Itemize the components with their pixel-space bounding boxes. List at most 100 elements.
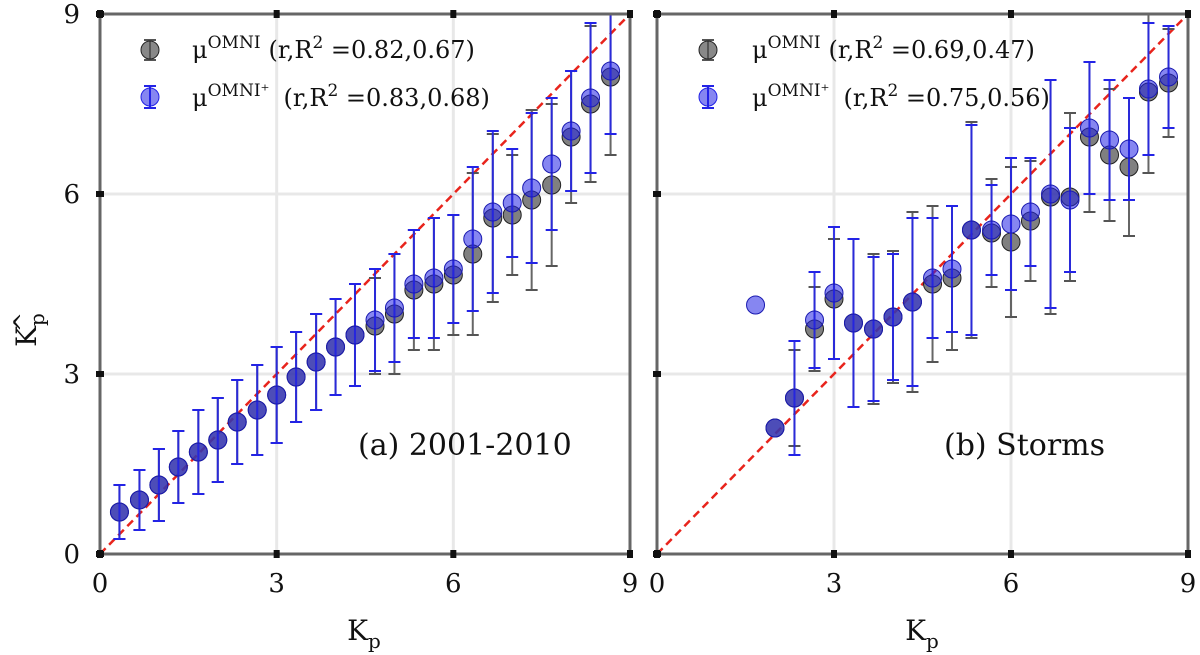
reference-diagonal-b (657, 14, 1188, 554)
data-point-a-s1-13 (365, 310, 385, 330)
reference-line-b (657, 14, 1188, 554)
legend-b-marker-0 (698, 39, 718, 61)
data-point-b-s1-8 (902, 292, 922, 312)
legend-a-entry-1-sup: OMNI⁺ (208, 81, 270, 101)
x-tick-label-a-3: 9 (622, 569, 639, 599)
legend-b-entry-1-name: μ (752, 84, 768, 112)
data-point-a-s1-6 (227, 412, 247, 432)
legend-a: μOMNI (r,R2 =0.82,0.67) μOMNI⁺ (r,R2 =0.83… (140, 33, 490, 112)
data-point-b-s1-13 (1001, 214, 1021, 234)
data-point-a-s1-10 (306, 352, 326, 372)
legend-b-entry-0-sup: OMNI (768, 33, 821, 53)
data-point-a-s1-21 (522, 178, 542, 198)
data-point-b-s1-16 (1060, 190, 1080, 210)
legend-b-entry-0: μOMNI (r,R2 =0.69,0.47) (752, 33, 1035, 64)
legend-a-entry-1-stats-sup: 2 (327, 81, 338, 101)
data-point-a-s1-14 (384, 298, 404, 318)
x-axis-label-a-sub: p (368, 629, 381, 653)
legend-b-entry-1-stats: (r,R (844, 84, 889, 112)
data-point-a-s1-17 (443, 259, 463, 279)
legend-b-entry-1: μOMNI⁺ (r,R2 =0.75,0.56) (752, 81, 1050, 112)
legend-b-entry-0-name: μ (752, 36, 768, 64)
data-point-b-s1-10 (942, 259, 962, 279)
data-point-b-s1-11 (961, 220, 981, 240)
x-axis-label-b: Kp (905, 614, 939, 653)
data-point-a-s1-2 (149, 475, 169, 495)
legend-a-entry-0-sup: OMNI (208, 33, 261, 53)
data-point-b-s1-9 (923, 268, 943, 288)
legend-a-entry-0-stats-tail: =0.82,0.67) (323, 36, 475, 64)
legend-a-entry-0-name: μ (192, 36, 208, 64)
data-point-b-s1-17 (1079, 118, 1099, 138)
x-axis-label-b-main: K (905, 614, 927, 647)
legend-a-entry-1-stats: (r,R (284, 84, 329, 112)
y-axis-label-main: K (10, 325, 43, 347)
legend-a-entry-0-stats: (r,R (269, 36, 314, 64)
legend-b-entry-0-stats-tail: =0.69,0.47) (883, 36, 1035, 64)
data-point-b-s1-14 (1020, 202, 1040, 222)
data-point-b-s1-7 (883, 307, 903, 327)
legend-a-marker-0 (140, 39, 160, 61)
data-point-b-s1-2 (784, 388, 804, 408)
data-point-b-s1-3 (805, 310, 825, 330)
data-point-a-s1-23 (561, 121, 581, 141)
legend-b-entry-1-stats-sup: 2 (887, 81, 898, 101)
x-tick-label-b-0: 0 (649, 569, 666, 599)
legend-b-entry-0-stats: (r,R (829, 36, 874, 64)
legend-b: μOMNI (r,R2 =0.69,0.47) μOMNI⁺ (r,R2 =0.75… (698, 33, 1050, 112)
x-tick-label-b-3: 9 (1180, 569, 1197, 599)
data-point-a-s1-16 (424, 268, 444, 288)
y-tick-label-a-3: 9 (63, 0, 80, 30)
x-tick-label-b-2: 6 (1003, 569, 1020, 599)
y-tick-label-a-2: 6 (63, 180, 80, 210)
data-point-b-s1-20 (1138, 79, 1158, 99)
data-point-b-s1-6 (864, 319, 884, 339)
data-point-a-s1-22 (542, 154, 562, 174)
data-point-b-s1-21 (1159, 67, 1179, 87)
svg-text:Kp: Kp (10, 313, 49, 347)
x-axis-label-b-sub: p (926, 629, 939, 653)
data-point-a-s1-5 (208, 430, 228, 450)
data-point-b-s1-18 (1100, 130, 1120, 150)
reference-line-a (100, 14, 630, 554)
plot-frame-a (98, 12, 632, 556)
data-point-a-s1-20 (502, 193, 522, 213)
legend-a-marker-1 (140, 85, 160, 109)
ticks-b: 0 3 6 9 (649, 10, 1197, 599)
data-marks-b (746, 14, 1179, 456)
data-point-b-s1-15 (1041, 184, 1061, 204)
data-point-a-s1-18 (463, 229, 483, 249)
data-point-a-s1-24 (581, 88, 601, 108)
data-point-a-s1-7 (247, 400, 267, 420)
plot-frame-b (655, 12, 1190, 556)
data-point-a-s1-9 (286, 367, 306, 387)
data-point-a-s1-1 (129, 490, 149, 510)
data-point-b-s1-1 (765, 418, 785, 438)
data-point-b-s1-4 (824, 283, 844, 303)
legend-b-marker-1 (698, 85, 718, 109)
legend-a-entry-1: μOMNI⁺ (r,R2 =0.83,0.68) (192, 81, 490, 112)
data-point-a-s1-4 (188, 442, 208, 462)
data-point-a-s1-19 (483, 202, 503, 222)
x-tick-label-a-0: 0 (92, 569, 109, 599)
reference-diagonal-a (100, 14, 630, 554)
legend-b-entry-1-sup: OMNI⁺ (768, 81, 830, 101)
data-point-a-s1-12 (345, 325, 365, 345)
panel-label-b: (b) Storms (944, 428, 1105, 463)
data-point-a-s1-8 (267, 385, 287, 405)
y-axis-label: Kp ^ (9, 312, 49, 347)
data-point-b-s1-0 (746, 295, 766, 315)
data-point-b-s1-12 (982, 220, 1002, 240)
data-point-b-s1-5 (843, 313, 863, 333)
data-marks-a (109, 14, 621, 540)
data-point-a-s1-11 (326, 337, 346, 357)
x-axis-label-a-main: K (347, 614, 369, 647)
x-tick-label-b-1: 3 (826, 569, 843, 599)
y-tick-label-a-1: 3 (63, 360, 80, 390)
data-point-a-s1-0 (109, 502, 129, 522)
data-point-b-s1-19 (1119, 139, 1139, 159)
x-axis-label-a: Kp (347, 614, 381, 653)
data-point-a-s1-15 (404, 274, 424, 294)
